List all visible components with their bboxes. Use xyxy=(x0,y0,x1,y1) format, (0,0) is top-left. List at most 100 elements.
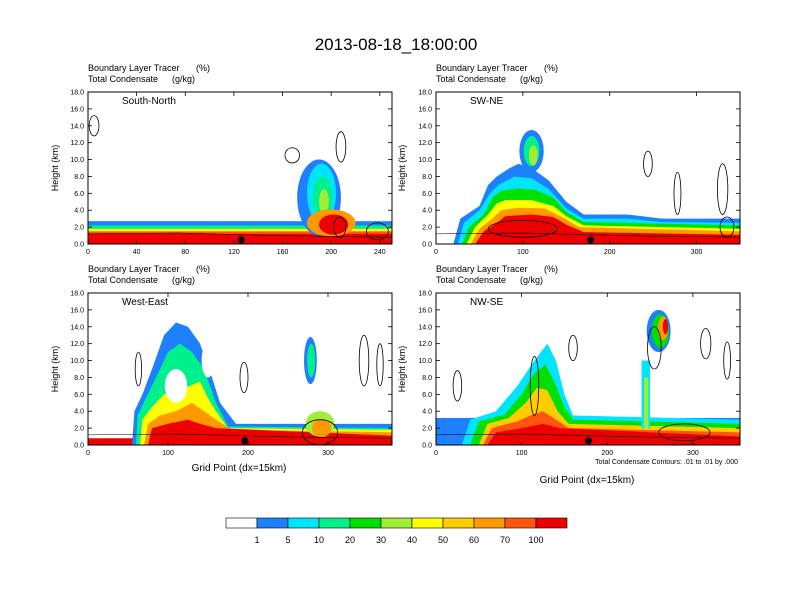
y-tick-label: 0.0 xyxy=(74,443,84,450)
x-tick-label: 200 xyxy=(325,249,337,256)
y-tick-label: 16.0 xyxy=(418,106,432,113)
plot-area-nw-se: NW-SE 0.0 2.0 4.0 6.0 8.0 10.0 12.0 14.0 16.0 18.0… xyxy=(418,291,741,457)
panel-header-line2-label: Total Condensate xyxy=(88,74,158,84)
panel-name: NW-SE xyxy=(470,297,503,308)
panel-header-line1-unit: (%) xyxy=(196,63,210,73)
y-tick-label: 4.0 xyxy=(74,409,84,416)
x-tick-label: 0 xyxy=(86,249,90,256)
panel-header-line2-label: Total Condensate xyxy=(436,275,506,285)
panel-header-line1-unit: (%) xyxy=(544,264,558,274)
panel-header-line1-unit: (%) xyxy=(544,63,558,73)
y-tick-label: 4.0 xyxy=(422,208,432,215)
y-tick-label: 10.0 xyxy=(70,157,84,164)
tracer-cell xyxy=(312,418,332,438)
x-tick-label: 100 xyxy=(516,450,528,457)
condensate-contour xyxy=(717,163,729,215)
y-tick-label: 12.0 xyxy=(418,341,432,348)
y-tick-label: 18.0 xyxy=(418,90,432,97)
y-tick-label: 18.0 xyxy=(70,90,84,97)
x-tick-label: 0 xyxy=(434,450,438,457)
panel-header-line2-unit: (g/kg) xyxy=(520,275,543,285)
x-tick-label: 40 xyxy=(133,249,141,256)
colorbar-swatch xyxy=(225,517,258,529)
colorbar-swatch xyxy=(256,517,289,529)
y-tick-label: 6.0 xyxy=(422,392,432,399)
terrain-line xyxy=(436,232,740,238)
panel-header-line1-label: Boundary Layer Tracer xyxy=(436,264,528,274)
x-tick-label: 0 xyxy=(86,450,90,457)
plot-frame xyxy=(87,292,393,446)
y-axis-label: Height (km) xyxy=(50,145,60,192)
colorbar-label: 50 xyxy=(438,535,448,545)
plot-frame xyxy=(435,292,741,446)
y-axis-label: Height (km) xyxy=(397,145,407,192)
colorbar-swatch xyxy=(442,517,475,529)
condensate-contour xyxy=(452,370,463,402)
colorbar-swatch xyxy=(318,517,351,529)
y-axis-label: Height (km) xyxy=(50,346,60,393)
y-tick-label: 12.0 xyxy=(418,140,432,147)
condensate-contour xyxy=(335,131,347,163)
colorbar-swatch xyxy=(535,517,568,529)
y-tick-label: 8.0 xyxy=(74,375,84,382)
y-tick-label: 14.0 xyxy=(70,123,84,130)
condensate-contour xyxy=(376,343,384,387)
tracer-cell xyxy=(201,343,215,378)
figure-title: 2013-08-18_18:00:00 xyxy=(315,35,478,54)
y-tick-label: 4.0 xyxy=(422,409,432,416)
condensate-contour xyxy=(134,351,142,387)
y-tick-label: 0.0 xyxy=(422,242,432,249)
x-tick-label: 0 xyxy=(434,249,438,256)
x-tick-label: 120 xyxy=(228,249,240,256)
y-tick-label: 4.0 xyxy=(74,208,84,215)
colorbar-swatch xyxy=(349,517,382,529)
condensate-contour xyxy=(568,334,578,361)
colorbar-swatch xyxy=(473,517,506,529)
y-tick-label: 10.0 xyxy=(70,358,84,365)
panel-header-line1-label: Boundary Layer Tracer xyxy=(88,63,180,73)
x-tick-label: 200 xyxy=(242,450,254,457)
colorbar-label: 5 xyxy=(285,535,290,545)
condensate-contour xyxy=(643,150,653,177)
x-tick-label: 200 xyxy=(601,450,613,457)
y-tick-label: 16.0 xyxy=(70,106,84,113)
condensate-contour xyxy=(333,216,347,238)
y-tick-label: 14.0 xyxy=(418,123,432,130)
y-tick-label: 6.0 xyxy=(74,191,84,198)
colorbar-label: 40 xyxy=(407,535,417,545)
condensate-contour xyxy=(700,328,712,360)
y-tick-label: 10.0 xyxy=(418,358,432,365)
colorbar-label: 20 xyxy=(345,535,355,545)
condensate-contour xyxy=(302,419,338,445)
plot-frame xyxy=(87,91,393,245)
condensate-contour xyxy=(284,147,300,164)
tracer-band xyxy=(644,377,649,429)
y-tick-label: 18.0 xyxy=(418,291,432,298)
y-tick-label: 8.0 xyxy=(422,375,432,382)
terrain-line xyxy=(88,433,392,439)
y-tick-label: 8.0 xyxy=(422,174,432,181)
plot-area-sw-ne: SW-NE 0.0 2.0 4.0 6.0 8.0 10.0 12.0 14.0 16.0 18.0… xyxy=(418,90,741,256)
x-tick-label: 240 xyxy=(374,249,386,256)
tracer-cell xyxy=(164,369,188,403)
panel-header-line1-unit: (%) xyxy=(196,264,210,274)
x-tick-label: 300 xyxy=(691,249,703,256)
panel-sw-ne: Boundary Layer Tracer (%) Total Condensa… xyxy=(397,63,741,256)
y-tick-label: 0.0 xyxy=(74,242,84,249)
panel-nw-se: Boundary Layer Tracer (%) Total Condensa… xyxy=(397,264,741,486)
y-tick-label: 10.0 xyxy=(418,157,432,164)
x-axis-label: Grid Point (dx=15km) xyxy=(540,475,635,486)
x-tick-label: 100 xyxy=(517,249,529,256)
y-axis-label: Height (km) xyxy=(397,346,407,393)
colorbar-label: 10 xyxy=(314,535,324,545)
x-tick-label: 160 xyxy=(277,249,289,256)
colorbar-swatch xyxy=(380,517,413,529)
location-marker xyxy=(241,437,249,445)
tracer-field xyxy=(436,130,740,244)
condensate-contour xyxy=(358,334,370,387)
terrain-line xyxy=(436,433,740,439)
panel-name: South-North xyxy=(122,96,176,107)
y-tick-label: 0.0 xyxy=(422,443,432,450)
y-tick-label: 16.0 xyxy=(418,307,432,314)
colorbar-label: 100 xyxy=(528,535,543,545)
